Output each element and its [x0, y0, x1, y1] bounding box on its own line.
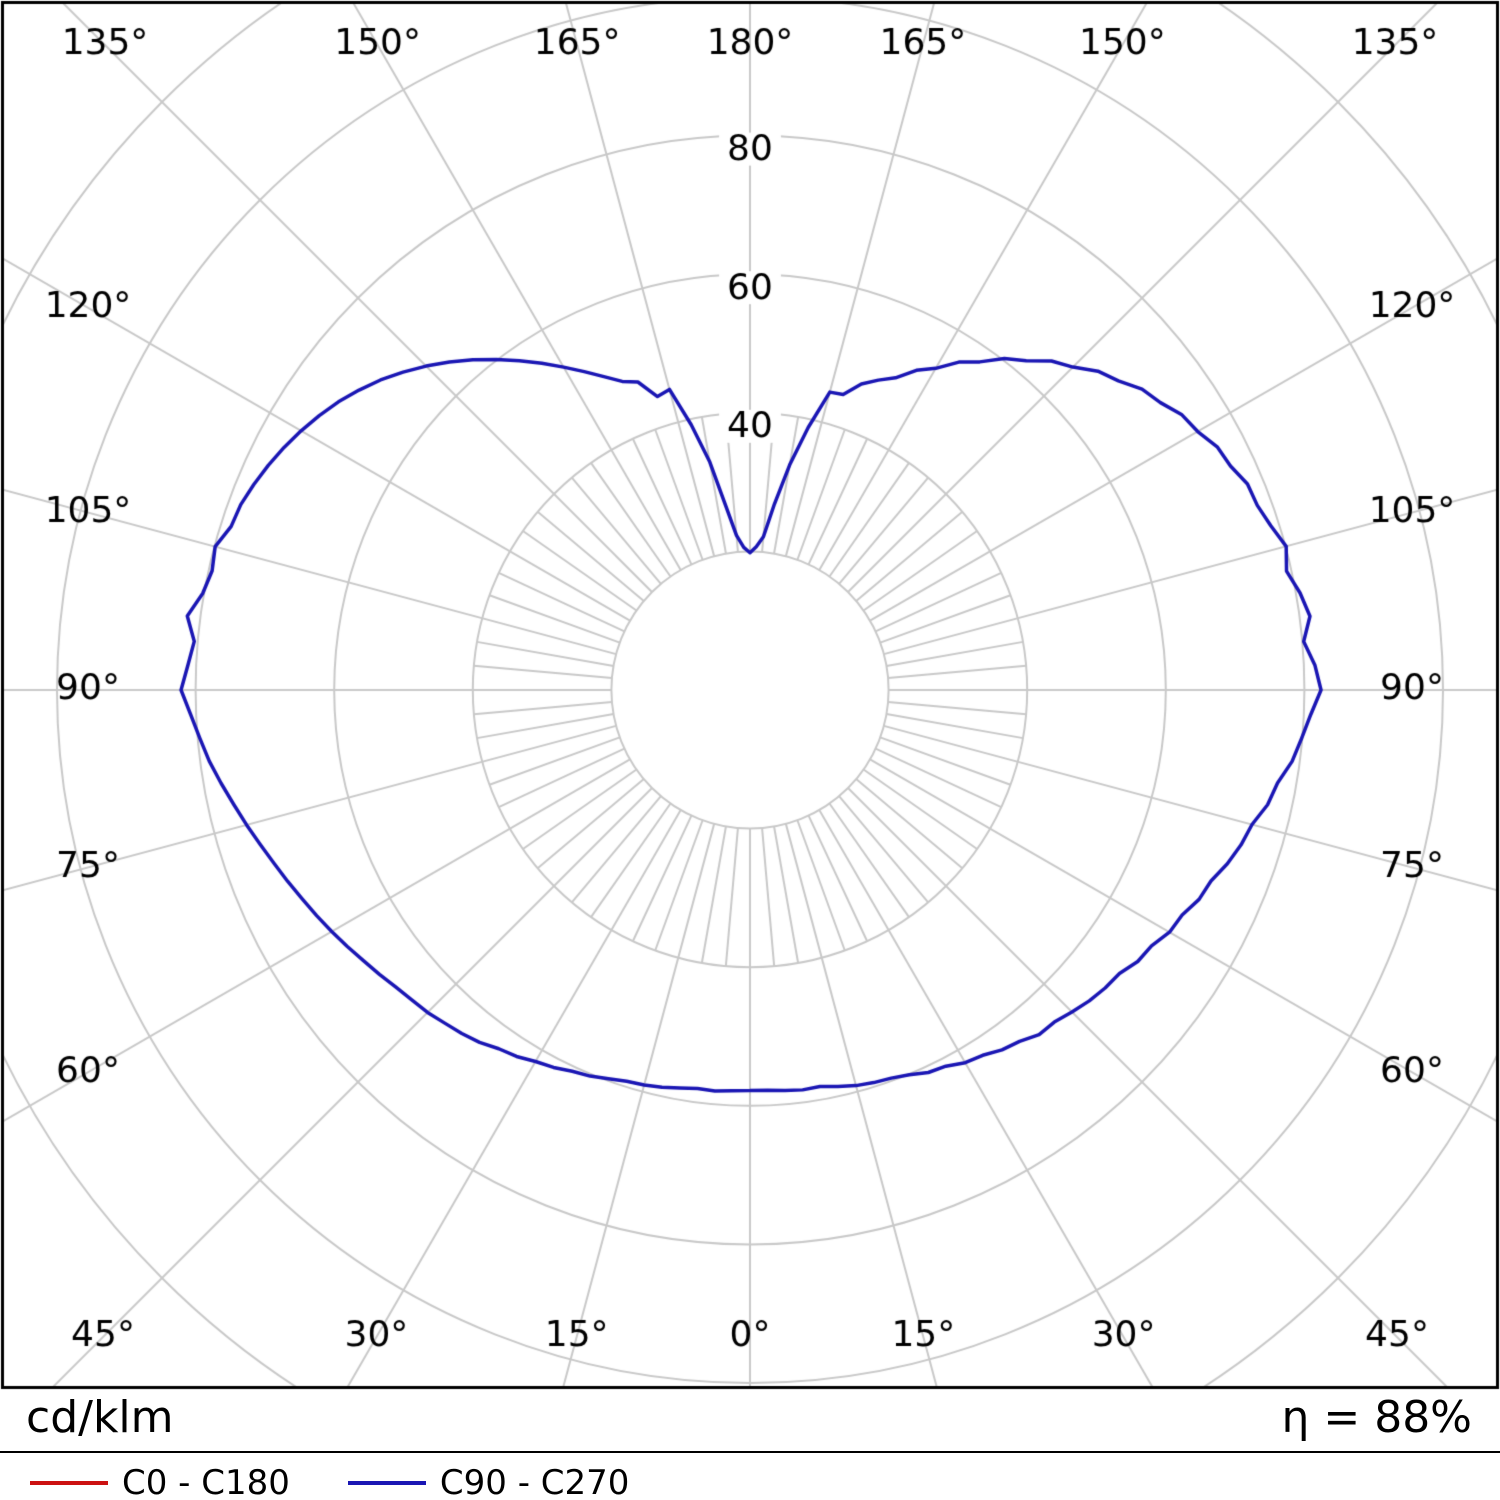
footer-title-row: cd/klm η = 88%	[0, 1390, 1500, 1453]
legend-line-blue-icon	[347, 1481, 426, 1485]
chart-footer: cd/klm η = 88% C0 - C180 C90 - C270	[0, 1390, 1500, 1500]
polar-chart-canvas	[0, 0, 1500, 1390]
units-label: cd/klm	[26, 1392, 174, 1443]
legend-item-c90-c270: C90 - C270	[347, 1463, 630, 1500]
legend-label-c90-c270: C90 - C270	[439, 1463, 630, 1500]
legend-item-c0-c180: C0 - C180	[30, 1463, 290, 1500]
efficiency-label: η = 88%	[1281, 1392, 1472, 1443]
legend: C0 - C180 C90 - C270	[0, 1453, 1500, 1500]
legend-line-red-icon	[30, 1481, 108, 1485]
legend-label-c0-c180: C0 - C180	[122, 1463, 290, 1500]
